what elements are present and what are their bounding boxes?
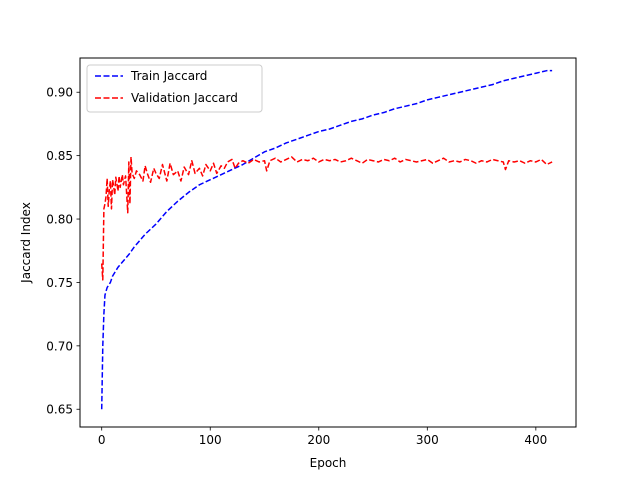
train-jaccard-line (100, 69, 553, 410)
y-tick-label: 0.70 (46, 339, 73, 353)
y-tick-label: 0.90 (46, 86, 73, 100)
y-tick-label: 0.85 (46, 149, 73, 163)
validation-jaccard-line (100, 156, 553, 281)
axis-ticks: 0 100 200 300 400 0.65 0.70 0.75 0.80 0.85 0.90 (46, 86, 547, 447)
x-tick-label: 200 (307, 433, 330, 447)
x-tick-label: 300 (416, 433, 439, 447)
y-tick-label: 0.80 (46, 213, 73, 227)
plot-area (100, 69, 553, 410)
x-tick-label: 0 (98, 433, 106, 447)
x-axis-label: Epoch (310, 456, 347, 470)
y-tick-label: 0.65 (46, 403, 73, 417)
legend-label-train: Train Jaccard (130, 69, 207, 83)
legend: Train Jaccard Validation Jaccard (86, 64, 263, 113)
x-tick-label: 100 (199, 433, 222, 447)
legend-box (86, 64, 263, 113)
x-tick-label: 400 (524, 433, 547, 447)
legend-label-validation: Validation Jaccard (131, 91, 238, 105)
axes-frame (79, 57, 577, 428)
y-axis-label: Jaccard Index (19, 202, 33, 284)
y-tick-label: 0.75 (46, 276, 73, 290)
